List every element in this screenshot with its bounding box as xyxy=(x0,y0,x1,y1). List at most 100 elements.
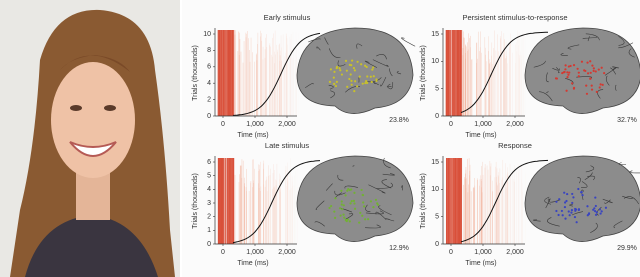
electrode xyxy=(365,80,367,82)
electrode xyxy=(370,76,372,78)
panel-title: Late stimulus xyxy=(265,141,309,150)
electrode xyxy=(601,210,603,212)
panel-title: Early stimulus xyxy=(264,13,311,22)
electrode xyxy=(594,196,596,198)
electrode xyxy=(371,69,373,71)
x-tick-label: 1,000 xyxy=(474,121,492,128)
electrode xyxy=(571,82,573,84)
electrode xyxy=(589,77,591,79)
electrode xyxy=(363,205,365,207)
y-tick-label: 10 xyxy=(431,58,439,65)
electrode xyxy=(578,72,580,74)
electrode xyxy=(348,78,350,80)
y-tick-label: 0 xyxy=(435,241,439,248)
electrode xyxy=(593,67,595,69)
electrode xyxy=(589,60,591,62)
electrode xyxy=(358,221,360,223)
electrode xyxy=(362,194,364,196)
face xyxy=(51,62,135,178)
electrode xyxy=(343,204,345,206)
electrode xyxy=(586,93,588,95)
electrode xyxy=(375,78,377,80)
electrode xyxy=(350,80,352,82)
electrode xyxy=(600,83,602,85)
electrode xyxy=(571,193,573,195)
y-tick-label: 6 xyxy=(207,159,211,166)
electrode xyxy=(568,71,570,73)
x-axis-label: Time (ms) xyxy=(237,132,268,139)
electrode xyxy=(561,210,563,212)
electrode xyxy=(336,66,338,68)
x-tick-label: 0 xyxy=(221,121,225,128)
electrode xyxy=(595,214,597,216)
y-tick-label: 6 xyxy=(207,64,211,71)
electrode xyxy=(350,188,352,190)
electrode xyxy=(563,192,565,194)
electrode xyxy=(341,203,343,205)
electrode xyxy=(354,208,356,210)
y-tick-label: 2 xyxy=(207,214,211,221)
electrode xyxy=(353,202,355,204)
panel-title: Response xyxy=(498,141,532,150)
electrode xyxy=(329,81,331,83)
electrode xyxy=(568,65,570,67)
electrode xyxy=(377,204,379,206)
electrode xyxy=(328,207,330,209)
electrode xyxy=(333,211,335,213)
electrode xyxy=(360,189,362,191)
electrode xyxy=(569,214,571,216)
x-tick-label: 2,000 xyxy=(506,249,524,256)
y-tick-label: 4 xyxy=(207,80,211,87)
x-axis-label: Time (ms) xyxy=(465,132,496,139)
electrode xyxy=(351,59,353,61)
electrode xyxy=(353,67,355,69)
x-axis-label: Time (ms) xyxy=(465,260,496,267)
electrode xyxy=(556,77,558,79)
electrode xyxy=(364,218,366,220)
electrode xyxy=(581,61,583,63)
electrode xyxy=(564,206,566,208)
portrait-photo xyxy=(0,0,180,277)
electrode xyxy=(581,194,583,196)
y-tick-label: 0 xyxy=(435,113,439,120)
electrode xyxy=(347,188,349,190)
electrode xyxy=(555,210,557,212)
electrode xyxy=(595,205,597,207)
x-tick-label: 1,000 xyxy=(246,249,264,256)
y-tick-label: 0 xyxy=(207,241,211,248)
electrode xyxy=(353,90,355,92)
electrode xyxy=(372,66,374,68)
page: 024681001,0002,000Time (ms)Trials (thous… xyxy=(0,0,640,277)
electrode xyxy=(350,73,352,75)
electrode xyxy=(571,209,573,211)
y-tick-label: 1 xyxy=(207,227,211,234)
electrode xyxy=(574,216,576,218)
electrode xyxy=(566,76,568,78)
electrode xyxy=(595,70,597,72)
y-tick-label: 10 xyxy=(431,186,439,193)
electrode xyxy=(563,71,565,73)
electrode xyxy=(354,80,356,82)
electrode xyxy=(593,207,595,209)
electrode xyxy=(334,197,336,199)
electrode xyxy=(341,200,343,202)
electrode xyxy=(585,85,587,87)
electrode xyxy=(359,212,361,214)
electrode xyxy=(342,213,344,215)
electrode xyxy=(340,214,342,216)
electrode xyxy=(372,206,374,208)
y-tick-label: 15 xyxy=(431,159,439,166)
electrode xyxy=(577,68,579,70)
electrode xyxy=(557,214,559,216)
electrode xyxy=(567,74,569,76)
electrode xyxy=(573,64,575,66)
electrode xyxy=(593,70,595,72)
electrode xyxy=(576,221,578,223)
electrode xyxy=(603,72,605,74)
electrode xyxy=(558,198,560,200)
electrode xyxy=(601,67,603,69)
electrode xyxy=(341,208,343,210)
electrode xyxy=(367,218,369,220)
electrode xyxy=(356,61,358,63)
electrode xyxy=(566,193,568,195)
